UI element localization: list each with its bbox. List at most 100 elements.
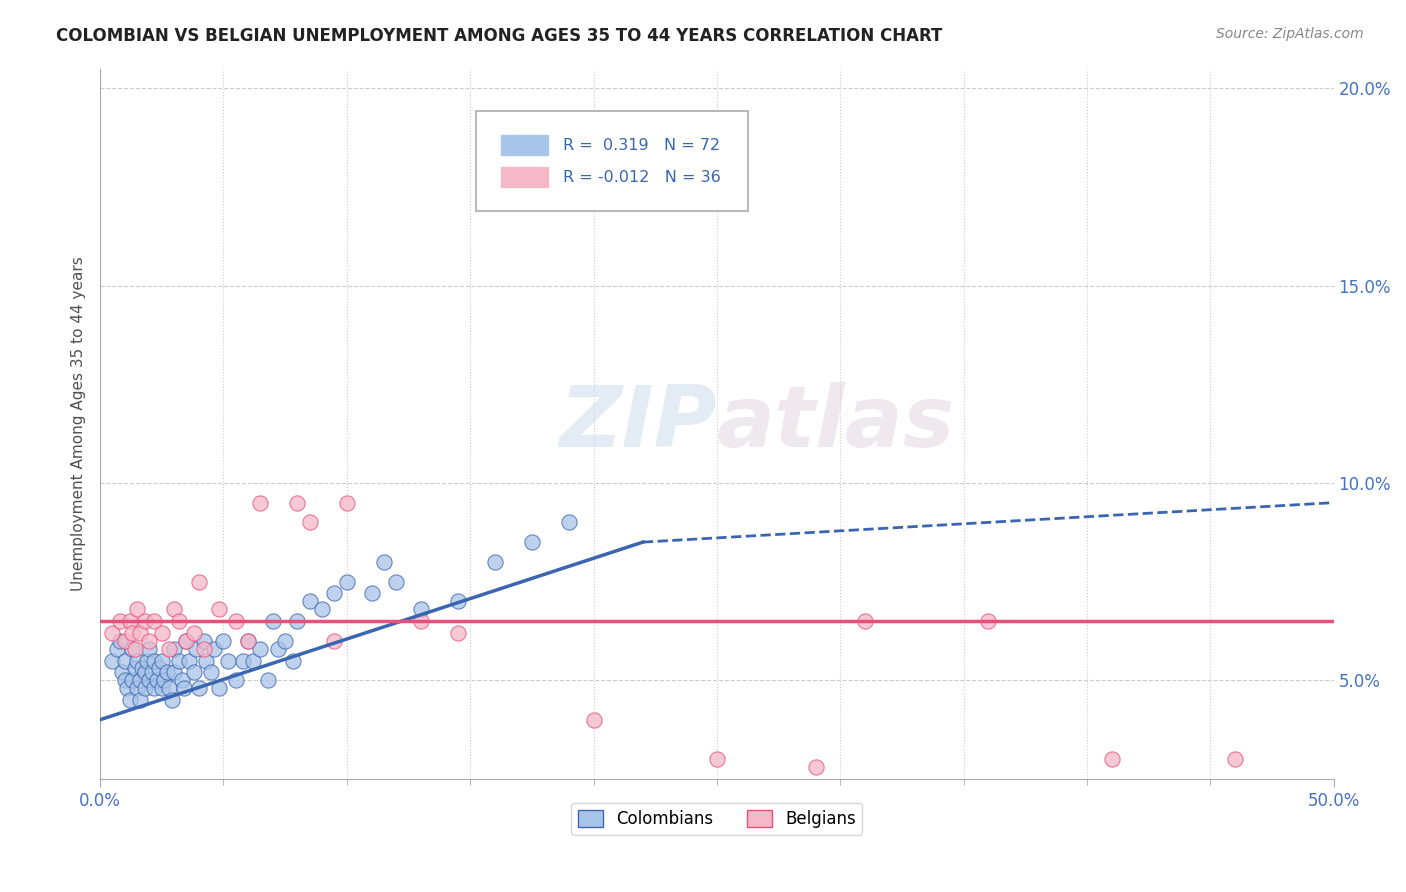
Point bbox=[202, 641, 225, 656]
Point bbox=[138, 641, 160, 656]
Point bbox=[193, 641, 215, 656]
Point bbox=[148, 661, 170, 675]
Point bbox=[163, 602, 186, 616]
Point bbox=[195, 653, 218, 667]
Point bbox=[267, 641, 290, 656]
Point bbox=[193, 633, 215, 648]
Point bbox=[176, 633, 198, 648]
Point bbox=[236, 633, 259, 648]
Point bbox=[257, 673, 280, 688]
Point bbox=[409, 614, 432, 628]
Point bbox=[156, 665, 179, 680]
Point bbox=[160, 693, 183, 707]
Text: atlas: atlas bbox=[717, 382, 955, 466]
Point bbox=[121, 626, 143, 640]
Point bbox=[128, 673, 150, 688]
Point bbox=[131, 661, 153, 675]
Point bbox=[138, 633, 160, 648]
Point bbox=[582, 713, 605, 727]
Point bbox=[121, 673, 143, 688]
Point bbox=[108, 614, 131, 628]
Point bbox=[207, 681, 229, 695]
Point bbox=[225, 614, 247, 628]
Legend: Colombians, Belgians: Colombians, Belgians bbox=[571, 803, 862, 835]
Text: R = -0.012   N = 36: R = -0.012 N = 36 bbox=[562, 169, 720, 185]
Point bbox=[157, 681, 180, 695]
Point bbox=[281, 653, 304, 667]
Text: COLOMBIAN VS BELGIAN UNEMPLOYMENT AMONG AGES 35 TO 44 YEARS CORRELATION CHART: COLOMBIAN VS BELGIAN UNEMPLOYMENT AMONG … bbox=[56, 27, 942, 45]
Point bbox=[118, 614, 141, 628]
Point bbox=[127, 681, 149, 695]
Point bbox=[447, 626, 470, 640]
Text: ZIP: ZIP bbox=[560, 382, 717, 466]
Point bbox=[134, 681, 156, 695]
Point bbox=[484, 555, 506, 569]
Point bbox=[105, 641, 128, 656]
Point bbox=[298, 594, 321, 608]
Point bbox=[176, 633, 198, 648]
Bar bbox=[501, 136, 548, 155]
Point bbox=[128, 693, 150, 707]
Point bbox=[274, 633, 297, 648]
Point bbox=[373, 555, 395, 569]
Point bbox=[170, 673, 193, 688]
Point bbox=[114, 653, 136, 667]
Point bbox=[124, 641, 146, 656]
Point bbox=[173, 681, 195, 695]
Point bbox=[143, 681, 166, 695]
Point bbox=[853, 614, 876, 628]
Point bbox=[163, 665, 186, 680]
Point bbox=[143, 614, 166, 628]
Point bbox=[187, 574, 209, 589]
Point bbox=[242, 653, 264, 667]
Point bbox=[200, 665, 222, 680]
Point bbox=[236, 633, 259, 648]
Point bbox=[167, 614, 190, 628]
Point bbox=[706, 752, 728, 766]
Text: Source: ZipAtlas.com: Source: ZipAtlas.com bbox=[1216, 27, 1364, 41]
Point bbox=[111, 665, 134, 680]
Point bbox=[153, 673, 176, 688]
Point bbox=[114, 673, 136, 688]
Point bbox=[804, 760, 827, 774]
Point bbox=[287, 614, 309, 628]
Point bbox=[177, 653, 200, 667]
Point bbox=[134, 614, 156, 628]
Point bbox=[128, 626, 150, 640]
Point bbox=[287, 496, 309, 510]
Point bbox=[447, 594, 470, 608]
Point bbox=[262, 614, 284, 628]
Point bbox=[101, 653, 124, 667]
Point bbox=[187, 681, 209, 695]
Point bbox=[183, 626, 205, 640]
Point bbox=[225, 673, 247, 688]
Point bbox=[336, 496, 359, 510]
Point bbox=[323, 633, 346, 648]
Point bbox=[183, 665, 205, 680]
Point bbox=[138, 673, 160, 688]
Point bbox=[157, 641, 180, 656]
Point bbox=[336, 574, 359, 589]
Point bbox=[163, 641, 186, 656]
Point bbox=[150, 681, 173, 695]
Point bbox=[249, 496, 271, 510]
Point bbox=[143, 653, 166, 667]
Point bbox=[217, 653, 239, 667]
Point bbox=[167, 653, 190, 667]
FancyBboxPatch shape bbox=[477, 112, 748, 211]
Point bbox=[136, 653, 159, 667]
Point bbox=[323, 586, 346, 600]
Point bbox=[1101, 752, 1123, 766]
Point bbox=[150, 626, 173, 640]
Point bbox=[298, 516, 321, 530]
Point bbox=[186, 641, 208, 656]
Bar bbox=[501, 168, 548, 187]
Point bbox=[232, 653, 254, 667]
Point bbox=[977, 614, 1000, 628]
Point bbox=[141, 665, 163, 680]
Point bbox=[558, 516, 581, 530]
Point bbox=[108, 633, 131, 648]
Point bbox=[114, 633, 136, 648]
Point bbox=[146, 673, 169, 688]
Y-axis label: Unemployment Among Ages 35 to 44 years: Unemployment Among Ages 35 to 44 years bbox=[72, 256, 86, 591]
